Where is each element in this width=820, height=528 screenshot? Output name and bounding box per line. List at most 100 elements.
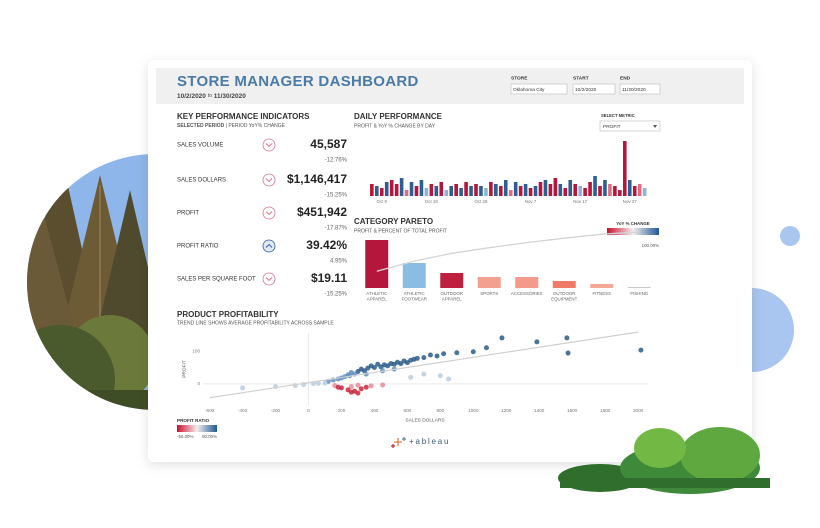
scatter-point: [638, 347, 644, 353]
kpi-label: PROFIT: [177, 211, 199, 217]
scatter-point: [380, 382, 386, 388]
bar: [429, 184, 434, 196]
scatter-point: [437, 373, 443, 379]
chart-title: PRODUCT PROFITABILITY: [177, 310, 279, 319]
kpi-panel: KEY PERFORMANCE INDICATORS SELECTED PERI…: [177, 112, 348, 297]
bar: [503, 180, 508, 196]
bar: [365, 240, 389, 288]
bar: [642, 188, 647, 196]
x-tick-label: 1800: [600, 408, 611, 413]
y-tick-label: 100: [192, 348, 200, 353]
kpi-value: $1,146,417: [287, 172, 347, 186]
bar: [494, 184, 498, 196]
bar: [513, 182, 518, 196]
bar: [515, 277, 539, 288]
x-tick-label: 800: [436, 408, 444, 413]
filter-box[interactable]: [510, 83, 568, 95]
bar: [543, 180, 548, 196]
bar: [464, 182, 468, 196]
trend-line: [209, 331, 639, 399]
x-tick-label: -200: [271, 408, 281, 413]
x-tick-label: Oct 8: [377, 199, 388, 204]
filters: STORE Oklahoma City START 10/2/2020 END 11/30…: [510, 75, 661, 95]
x-tick-label: 200: [338, 408, 346, 413]
scatter-point: [411, 356, 417, 362]
filter-label: END: [620, 75, 631, 81]
bar: [477, 277, 501, 288]
filter-box[interactable]: [572, 83, 616, 95]
scatter-point: [421, 371, 427, 377]
kpi-trend-icon: [262, 272, 276, 286]
label-line: FOOTWEAR: [402, 297, 427, 302]
bar: [538, 182, 543, 196]
x-tick-label: 0: [307, 408, 310, 413]
pareto-line: [376, 231, 640, 272]
x-tick-label: OUTDOOR APPAREL: [441, 291, 463, 302]
kpi-change: -15.25%: [325, 292, 348, 298]
bar: [414, 186, 419, 196]
bar: [419, 180, 424, 196]
kpi-trend-chevron: [265, 178, 273, 183]
kpi-value: 39.42%: [306, 238, 347, 252]
kpi-subtitle-rest: | PERIOD YoY% CHANGE: [226, 123, 286, 129]
bar: [479, 186, 483, 196]
bar: [484, 188, 488, 196]
legend-gradient: [607, 228, 659, 235]
scatter-point: [434, 353, 440, 359]
bar: [370, 184, 374, 196]
bar: [449, 186, 453, 196]
scatter-point: [427, 352, 433, 358]
kpi-trend-icon: [262, 206, 276, 220]
bushes-illustration: [558, 427, 770, 494]
scatter-point: [404, 360, 410, 366]
x-tick-label: FITNESS: [592, 291, 611, 296]
bar: [558, 184, 563, 196]
bar: [588, 182, 592, 196]
bar: [523, 184, 528, 196]
bar: [404, 190, 409, 196]
x-tick-label: FISHING: [630, 291, 648, 296]
x-axis-title: SALES DOLLARS: [405, 417, 444, 423]
bar: [603, 180, 607, 196]
bar: [598, 186, 602, 196]
bar: [573, 184, 577, 196]
logo-text: +ableau: [409, 437, 450, 446]
scatter-point: [398, 361, 404, 367]
dropdown-arrow: [653, 125, 657, 128]
x-tick-label: 2000: [633, 408, 644, 413]
bar: [375, 186, 379, 196]
filter-box[interactable]: [619, 83, 661, 95]
x-tick-label: SPORTS: [480, 291, 498, 296]
bar: [389, 180, 394, 196]
scatter-point: [348, 384, 354, 390]
kpi-value: $19.11: [311, 271, 347, 285]
kpi-value: $451,942: [297, 205, 347, 219]
scatter-point: [499, 335, 505, 341]
x-tick-label: 1400: [534, 408, 545, 413]
dashboard-card: [148, 60, 752, 462]
bar: [553, 178, 558, 196]
kpi-trend-icon: [262, 173, 276, 187]
x-tick-label: Oct 28: [474, 199, 487, 204]
bar: [548, 184, 553, 196]
kpi-change: -17.87%: [325, 226, 348, 232]
bar: [399, 178, 404, 196]
legend-title: PROFIT RATIO: [177, 418, 209, 423]
metric-dropdown[interactable]: [599, 120, 661, 132]
scatter-point: [363, 384, 369, 390]
metric-label: SELECT METRIC: [601, 113, 635, 118]
bar: [379, 188, 384, 196]
logo: +ableau: [391, 437, 450, 448]
scatter-point: [483, 345, 489, 351]
charts: DAILY PERFORMANCE PROFIT & YoY % CHANGE B…: [177, 112, 661, 439]
bar: [618, 190, 622, 196]
chart-title: CATEGORY PARETO: [354, 217, 433, 226]
bar: [469, 186, 473, 196]
kpi-change: -15.25%: [325, 193, 348, 199]
kpi-trend-icon: [262, 239, 276, 253]
scatter-point: [378, 364, 384, 370]
kpi-label: PROFIT RATIO: [177, 244, 219, 250]
bar: [568, 180, 573, 196]
label-line: OUTDOOR: [553, 291, 575, 296]
